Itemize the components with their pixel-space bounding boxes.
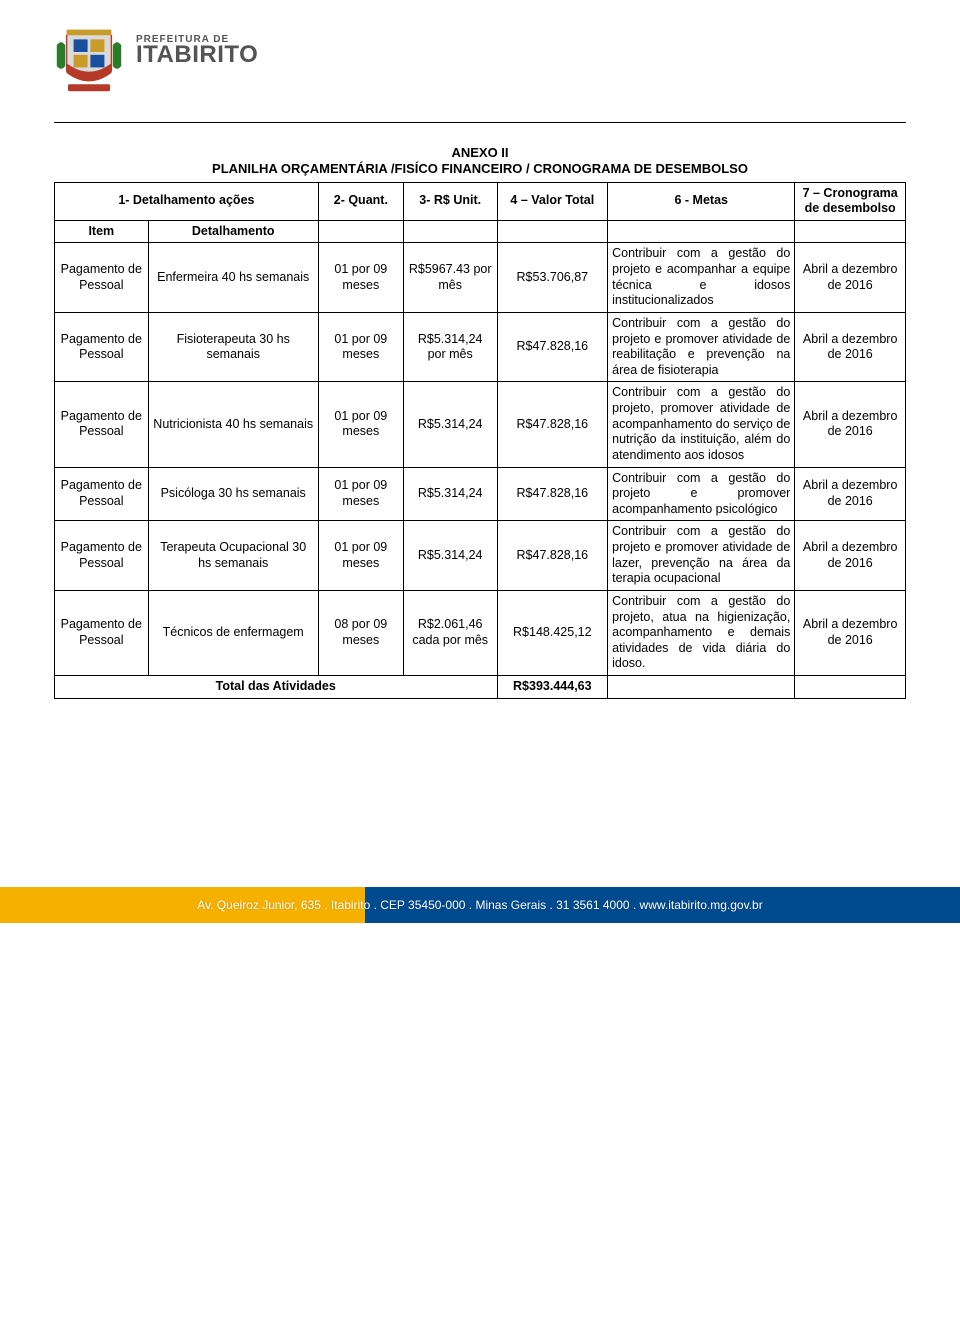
cell-unit: R$2.061,46 cada por mês [403,590,497,675]
cell-total: R$53.706,87 [497,243,608,313]
table-subheader-row: Item Detalhamento [55,220,906,243]
cell-crono: Abril a dezembro de 2016 [795,590,906,675]
header-city: ITABIRITO [136,43,258,67]
cell-unit: R$5.314,24 [403,382,497,467]
cell-unit: R$5.314,24 por mês [403,312,497,382]
subcol-empty [403,220,497,243]
table-row: Pagamento de PessoalFisioterapeuta 30 hs… [55,312,906,382]
subcol-empty [608,220,795,243]
total-empty [795,676,906,699]
cell-quant: 01 por 09 meses [318,243,403,313]
cell-total: R$47.828,16 [497,312,608,382]
cell-crono: Abril a dezembro de 2016 [795,382,906,467]
cell-crono: Abril a dezembro de 2016 [795,521,906,591]
table-total-row: Total das Atividades R$393.444,63 [55,676,906,699]
cell-total: R$148.425,12 [497,590,608,675]
total-value: R$393.444,63 [497,676,608,699]
col-quant: 2- Quant. [318,182,403,220]
table-row: Pagamento de PessoalEnfermeira 40 hs sem… [55,243,906,313]
cell-detalhamento: Técnicos de enfermagem [148,590,318,675]
cell-metas: Contribuir com a gestão do projeto e aco… [608,243,795,313]
cell-quant: 01 por 09 meses [318,312,403,382]
col-valor-total: 4 – Valor Total [497,182,608,220]
cell-crono: Abril a dezembro de 2016 [795,467,906,521]
cell-crono: Abril a dezembro de 2016 [795,312,906,382]
footer-text: Av. Queiroz Junior, 635 . Itabirito . CE… [0,887,960,923]
subcol-empty [795,220,906,243]
cell-total: R$47.828,16 [497,382,608,467]
cell-detalhamento: Enfermeira 40 hs semanais [148,243,318,313]
cell-quant: 01 por 09 meses [318,521,403,591]
cell-unit: R$5967.43 por mês [403,243,497,313]
cell-metas: Contribuir com a gestão do projeto e pro… [608,521,795,591]
cell-detalhamento: Psicóloga 30 hs semanais [148,467,318,521]
city-crest-icon [54,24,124,94]
table-row: Pagamento de PessoalNutricionista 40 hs … [55,382,906,467]
total-empty [608,676,795,699]
cell-total: R$47.828,16 [497,467,608,521]
cell-metas: Contribuir com a gestão do projeto e pro… [608,312,795,382]
cell-detalhamento: Nutricionista 40 hs semanais [148,382,318,467]
cell-metas: Contribuir com a gestão do projeto, prom… [608,382,795,467]
cell-item: Pagamento de Pessoal [55,521,149,591]
cell-item: Pagamento de Pessoal [55,243,149,313]
cell-metas: Contribuir com a gestão do projeto e pro… [608,467,795,521]
table-row: Pagamento de PessoalTerapeuta Ocupaciona… [55,521,906,591]
table-row: Pagamento de PessoalTécnicos de enfermag… [55,590,906,675]
title-line2: PLANILHA ORÇAMENTÁRIA /FISÍCO FINANCEIRO… [54,161,906,177]
subcol-item: Item [55,220,149,243]
cell-crono: Abril a dezembro de 2016 [795,243,906,313]
cell-metas: Contribuir com a gestão do projeto, atua… [608,590,795,675]
table-foot: Total das Atividades R$393.444,63 [55,676,906,699]
col-detalhamento-acoes: 1- Detalhamento ações [55,182,319,220]
cell-quant: 01 por 09 meses [318,382,403,467]
document-title: ANEXO II PLANILHA ORÇAMENTÁRIA /FISÍCO F… [54,145,906,178]
cell-unit: R$5.314,24 [403,467,497,521]
header-rule [54,122,906,123]
col-cronograma: 7 – Cronograma de desembolso [795,182,906,220]
total-label: Total das Atividades [55,676,498,699]
cell-item: Pagamento de Pessoal [55,382,149,467]
cell-item: Pagamento de Pessoal [55,312,149,382]
cell-quant: 01 por 09 meses [318,467,403,521]
cell-item: Pagamento de Pessoal [55,590,149,675]
cell-quant: 08 por 09 meses [318,590,403,675]
budget-table: 1- Detalhamento ações 2- Quant. 3- R$ Un… [54,182,906,699]
cell-unit: R$5.314,24 [403,521,497,591]
cell-detalhamento: Terapeuta Ocupacional 30 hs semanais [148,521,318,591]
col-metas: 6 - Metas [608,182,795,220]
title-line1: ANEXO II [54,145,906,161]
table-row: Pagamento de PessoalPsicóloga 30 hs sema… [55,467,906,521]
table-header-row: 1- Detalhamento ações 2- Quant. 3- R$ Un… [55,182,906,220]
col-unit: 3- R$ Unit. [403,182,497,220]
subcol-detalhamento: Detalhamento [148,220,318,243]
subcol-empty [318,220,403,243]
header-text: PREFEITURA DE ITABIRITO [136,24,258,67]
table-body: Pagamento de PessoalEnfermeira 40 hs sem… [55,243,906,676]
cell-total: R$47.828,16 [497,521,608,591]
cell-detalhamento: Fisioterapeuta 30 hs semanais [148,312,318,382]
table-head: 1- Detalhamento ações 2- Quant. 3- R$ Un… [55,182,906,243]
footer: Av. Queiroz Junior, 635 . Itabirito . CE… [0,877,960,923]
header: PREFEITURA DE ITABIRITO [54,24,906,94]
page: PREFEITURA DE ITABIRITO ANEXO II PLANILH… [0,0,960,707]
subcol-empty [497,220,608,243]
cell-item: Pagamento de Pessoal [55,467,149,521]
